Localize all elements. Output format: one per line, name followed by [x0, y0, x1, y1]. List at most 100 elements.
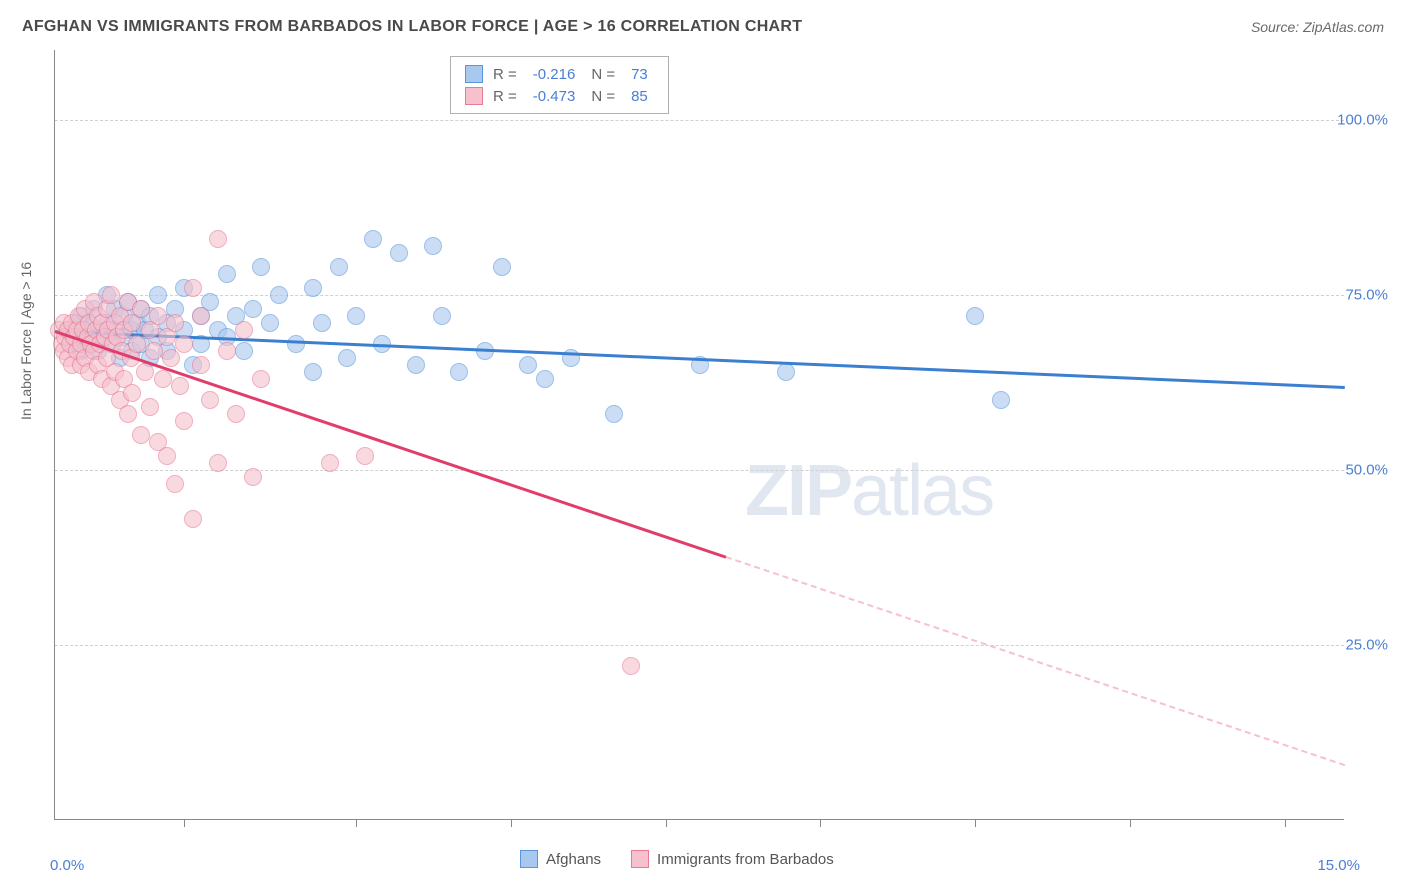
data-point	[166, 475, 184, 493]
trend-line	[55, 330, 1345, 389]
data-point	[209, 454, 227, 472]
data-point	[407, 356, 425, 374]
stats-legend-box: R = -0.216 N = 73 R = -0.473 N = 85	[450, 56, 669, 114]
grid-line	[55, 295, 1344, 296]
data-point	[123, 384, 141, 402]
data-point	[184, 510, 202, 528]
swatch-series-0	[465, 65, 483, 83]
data-point	[201, 391, 219, 409]
data-point	[119, 405, 137, 423]
stats-row-series-0: R = -0.216 N = 73	[465, 63, 654, 85]
legend-swatch-0	[520, 850, 538, 868]
data-point	[175, 412, 193, 430]
r-label-1: R =	[493, 88, 517, 105]
data-point	[356, 447, 374, 465]
grid-line	[55, 645, 1344, 646]
y-axis-label: In Labor Force | Age > 16	[18, 262, 34, 420]
data-point	[162, 349, 180, 367]
r-value-0: -0.216	[527, 66, 582, 83]
data-point	[347, 307, 365, 325]
data-point	[141, 398, 159, 416]
watermark-bold: ZIP	[745, 451, 851, 531]
data-point	[270, 286, 288, 304]
x-origin-label: 0.0%	[50, 857, 84, 874]
legend-item-1: Immigrants from Barbados	[631, 850, 834, 868]
data-point	[154, 370, 172, 388]
y-tick-label: 50.0%	[1345, 462, 1388, 479]
data-point	[519, 356, 537, 374]
x-tick	[511, 819, 512, 827]
data-point	[235, 342, 253, 360]
data-point	[244, 468, 262, 486]
data-point	[128, 335, 146, 353]
grid-line	[55, 120, 1344, 121]
n-label-1: N =	[591, 88, 615, 105]
x-tick	[975, 819, 976, 827]
data-point	[102, 286, 120, 304]
data-point	[966, 307, 984, 325]
data-point	[313, 314, 331, 332]
data-point	[184, 279, 202, 297]
data-point	[132, 300, 150, 318]
x-tick	[1130, 819, 1131, 827]
data-point	[605, 405, 623, 423]
legend-item-0: Afghans	[520, 850, 601, 868]
data-point	[218, 265, 236, 283]
data-point	[218, 342, 236, 360]
data-point	[227, 405, 245, 423]
data-point	[145, 342, 163, 360]
data-point	[149, 307, 167, 325]
chart-title: AFGHAN VS IMMIGRANTS FROM BARBADOS IN LA…	[22, 18, 802, 36]
data-point	[287, 335, 305, 353]
data-point	[175, 335, 193, 353]
data-point	[132, 426, 150, 444]
r-label-0: R =	[493, 66, 517, 83]
data-point	[364, 230, 382, 248]
n-value-0: 73	[625, 66, 654, 83]
legend-swatch-1	[631, 850, 649, 868]
watermark: ZIPatlas	[745, 450, 993, 532]
data-point	[622, 657, 640, 675]
data-point	[424, 237, 442, 255]
chart-source: Source: ZipAtlas.com	[1251, 19, 1384, 35]
data-point	[304, 363, 322, 381]
r-value-1: -0.473	[527, 88, 582, 105]
data-point	[330, 258, 348, 276]
data-point	[321, 454, 339, 472]
data-point	[209, 230, 227, 248]
y-tick-label: 75.0%	[1345, 287, 1388, 304]
data-point	[149, 286, 167, 304]
swatch-series-1	[465, 87, 483, 105]
legend-label-1: Immigrants from Barbados	[657, 851, 834, 868]
n-label-0: N =	[591, 66, 615, 83]
data-point	[777, 363, 795, 381]
data-point	[261, 314, 279, 332]
data-point	[244, 300, 262, 318]
chart-header: AFGHAN VS IMMIGRANTS FROM BARBADOS IN LA…	[22, 18, 1384, 36]
legend-label-0: Afghans	[546, 851, 601, 868]
y-tick-label: 25.0%	[1345, 637, 1388, 654]
x-tick	[184, 819, 185, 827]
watermark-light: atlas	[851, 451, 993, 531]
data-point	[433, 307, 451, 325]
data-point	[192, 356, 210, 374]
data-point	[158, 447, 176, 465]
bottom-legend: Afghans Immigrants from Barbados	[520, 850, 834, 868]
x-tick	[356, 819, 357, 827]
data-point	[390, 244, 408, 262]
data-point	[493, 258, 511, 276]
stats-row-series-1: R = -0.473 N = 85	[465, 85, 654, 107]
data-point	[171, 377, 189, 395]
data-point	[235, 321, 253, 339]
data-point	[304, 279, 322, 297]
data-point	[450, 363, 468, 381]
n-value-1: 85	[625, 88, 654, 105]
plot-area: ZIPatlas	[54, 50, 1344, 820]
data-point	[338, 349, 356, 367]
data-point	[192, 307, 210, 325]
data-point	[252, 370, 270, 388]
data-point	[166, 314, 184, 332]
x-tick	[666, 819, 667, 827]
data-point	[252, 258, 270, 276]
x-end-label: 15.0%	[1317, 857, 1360, 874]
